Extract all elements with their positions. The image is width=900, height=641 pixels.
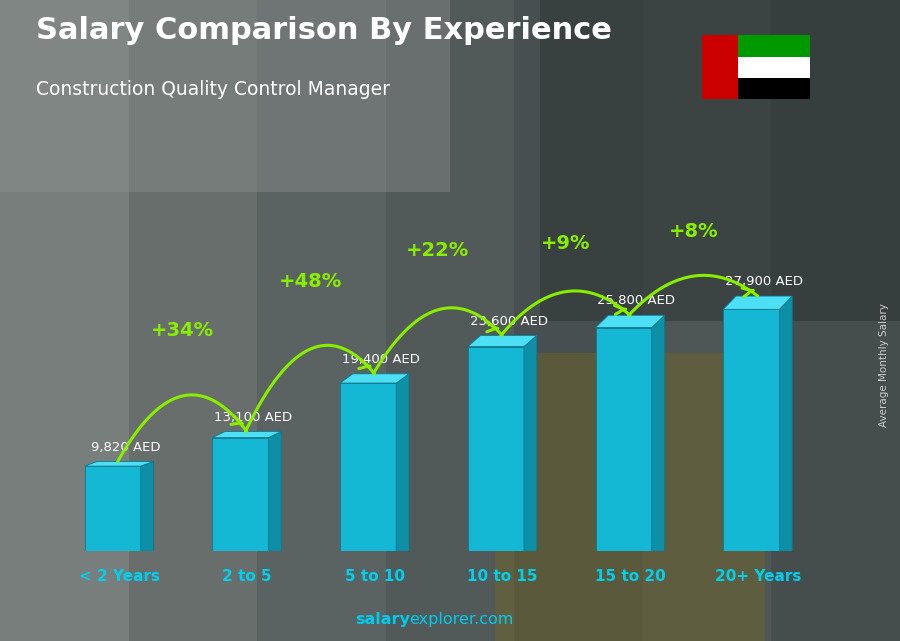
Polygon shape [340,383,396,551]
Polygon shape [596,315,664,328]
Bar [0,0,450,192]
Polygon shape [85,466,140,551]
Text: +34%: +34% [150,321,214,340]
Bar [495,353,765,641]
Text: 5 to 10: 5 to 10 [345,569,404,585]
Text: 23,600 AED: 23,600 AED [470,315,547,328]
Text: 27,900 AED: 27,900 AED [725,275,803,288]
Polygon shape [596,328,652,551]
Text: +8%: +8% [669,222,718,242]
Bar [540,0,900,320]
Polygon shape [140,462,154,551]
Polygon shape [268,431,282,551]
Text: 13,100 AED: 13,100 AED [214,411,292,424]
Polygon shape [340,374,409,383]
Polygon shape [652,315,664,551]
Text: 9,820 AED: 9,820 AED [91,440,160,454]
Text: +9%: +9% [541,234,590,253]
Bar [702,35,738,99]
Bar [129,0,257,641]
Text: 20+ Years: 20+ Years [715,569,801,585]
Text: 2 to 5: 2 to 5 [222,569,272,585]
Polygon shape [85,462,154,466]
Bar [738,35,810,56]
Polygon shape [212,438,268,551]
Text: +48%: +48% [278,272,342,290]
Text: Construction Quality Control Manager: Construction Quality Control Manager [36,80,390,99]
Polygon shape [724,310,779,551]
Bar [738,78,810,99]
Bar [386,0,514,641]
Polygon shape [212,431,282,438]
Polygon shape [724,296,792,310]
Text: +22%: +22% [406,241,470,260]
Bar [0,0,129,641]
Text: 25,800 AED: 25,800 AED [598,294,675,308]
Bar [514,0,643,641]
Text: salary: salary [355,612,410,627]
Text: 15 to 20: 15 to 20 [595,569,665,585]
Bar [738,56,810,78]
Polygon shape [396,374,409,551]
Bar [257,0,386,641]
Polygon shape [468,347,524,551]
Text: < 2 Years: < 2 Years [78,569,159,585]
Text: 19,400 AED: 19,400 AED [342,353,419,366]
Polygon shape [468,335,536,347]
Text: Salary Comparison By Experience: Salary Comparison By Experience [36,16,612,45]
Polygon shape [524,335,536,551]
Text: explorer.com: explorer.com [410,612,514,627]
Text: 10 to 15: 10 to 15 [467,569,537,585]
Polygon shape [779,296,792,551]
Bar [771,0,900,641]
Bar [643,0,771,641]
Text: Average Monthly Salary: Average Monthly Salary [878,303,889,428]
